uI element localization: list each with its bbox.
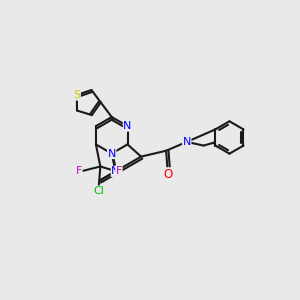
Text: F: F <box>76 166 82 176</box>
Text: S: S <box>73 90 80 100</box>
Text: Cl: Cl <box>93 186 104 196</box>
Text: F: F <box>116 166 122 176</box>
Text: O: O <box>163 168 172 181</box>
Text: N: N <box>111 167 120 176</box>
Text: N: N <box>182 137 191 147</box>
Text: N: N <box>107 148 116 158</box>
Text: N: N <box>123 121 132 131</box>
